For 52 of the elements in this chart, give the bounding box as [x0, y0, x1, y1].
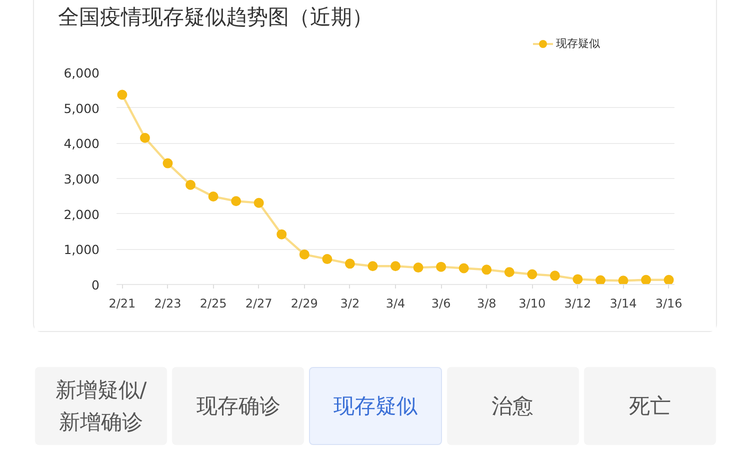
x-tick-label: 2/21	[108, 296, 136, 310]
y-tick-label: 2,000	[64, 206, 100, 222]
point	[322, 254, 332, 264]
point	[413, 262, 424, 273]
x-tick-label: 3/6	[431, 296, 451, 310]
point	[482, 264, 492, 275]
y-tick-label: 6,000	[64, 66, 100, 80]
point	[458, 263, 469, 274]
text: 治愈	[446, 367, 579, 445]
point	[664, 274, 674, 284]
point	[572, 274, 583, 284]
point	[162, 158, 173, 168]
point	[276, 229, 287, 240]
point	[390, 261, 400, 272]
text: 死亡	[584, 367, 716, 445]
chart-title: 全国疫情现存疑似趋势图（近期）	[58, 4, 373, 31]
point	[595, 275, 606, 284]
x-tick-label: 2/29	[290, 296, 318, 310]
y-tick-label: 3,000	[64, 172, 100, 186]
x-tick-label: 3/10	[518, 296, 546, 310]
x-tick-label: 3/14	[610, 296, 637, 310]
x-tick-label: 2/23	[154, 296, 182, 310]
y-tick-label: 1,000	[64, 242, 100, 258]
point	[618, 276, 628, 284]
point	[436, 262, 446, 272]
point	[527, 269, 538, 280]
text: 现存确诊	[172, 367, 304, 445]
point	[186, 180, 196, 190]
x-tick-label: 2/27	[245, 296, 272, 310]
point	[368, 261, 378, 272]
legend-label: 现存疑似	[556, 37, 600, 51]
point	[299, 249, 310, 260]
point	[231, 196, 242, 206]
point	[344, 258, 355, 269]
point	[641, 274, 652, 284]
x-tick-label: 3/8	[476, 296, 496, 310]
text: 现存疑似	[309, 367, 442, 445]
x-tick-label: 3/16	[655, 296, 682, 310]
y-tick-label: 0	[92, 278, 100, 292]
x-tick-label: 3/12	[564, 296, 592, 310]
x-tick-label: 2/25	[200, 296, 227, 310]
x-tick-label: 3/2	[340, 296, 360, 310]
point	[208, 192, 218, 202]
text: 新增疑似/新增确诊	[35, 367, 168, 445]
y-tick-label: 5,000	[64, 100, 100, 116]
y-tick-label: 4,000	[64, 136, 100, 152]
point	[140, 132, 150, 143]
point	[550, 270, 560, 281]
point	[504, 267, 514, 278]
point	[117, 90, 128, 100]
point	[254, 198, 264, 208]
x-tick-label: 3/4	[386, 296, 406, 310]
